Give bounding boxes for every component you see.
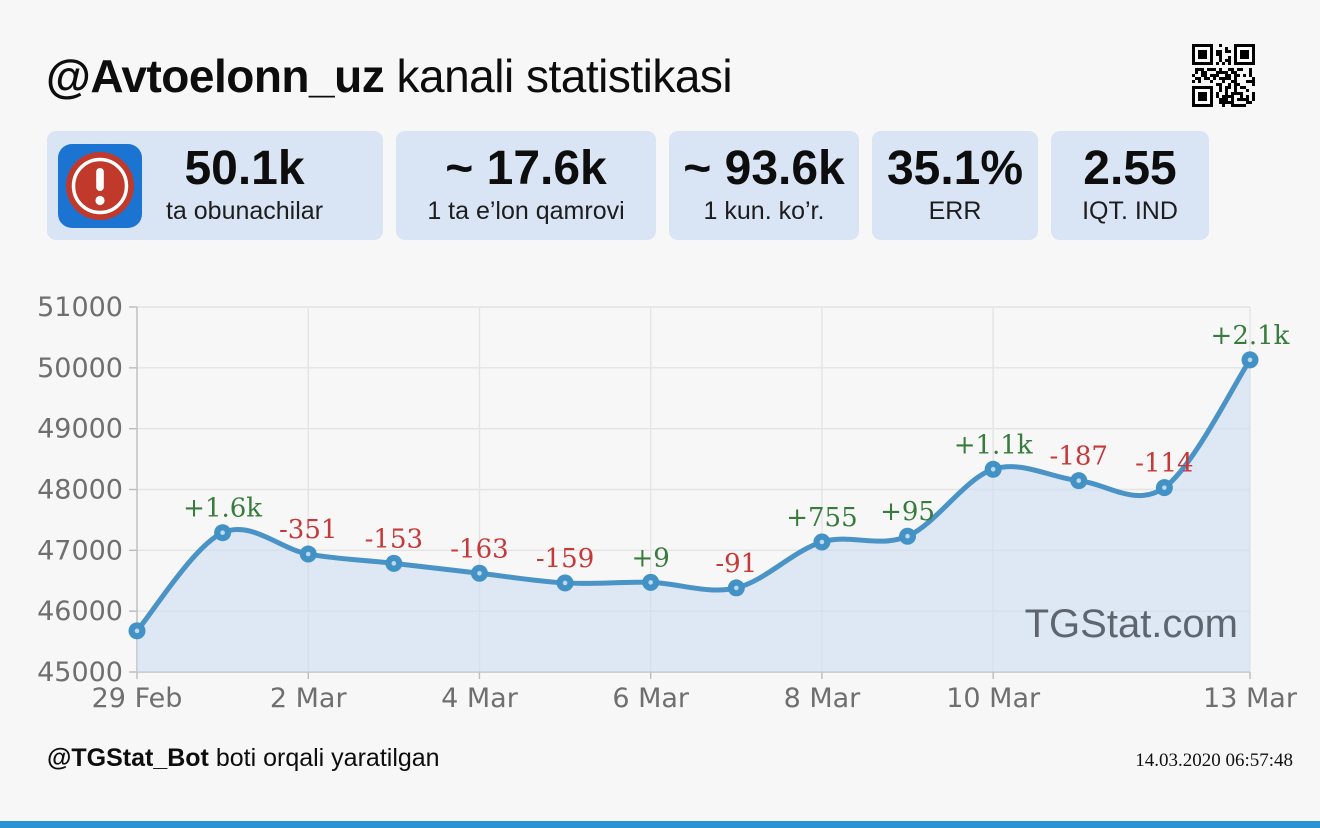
svg-text:6 Mar: 6 Mar — [612, 683, 690, 714]
svg-text:+2.1k: +2.1k — [1211, 321, 1290, 351]
stat-cards-row: 50.1k ta obunachilar ~ 17.6k 1 ta e’lon … — [47, 131, 1209, 240]
svg-text:4 Mar: 4 Mar — [441, 683, 519, 714]
stat-value: 2.55 — [1083, 142, 1177, 195]
svg-text:47000: 47000 — [37, 535, 123, 566]
svg-text:49000: 49000 — [37, 414, 123, 445]
svg-text:-351: -351 — [279, 515, 337, 545]
stat-card-daily-views: ~ 93.6k 1 kun. ko’r. — [669, 131, 859, 240]
stat-label: ta obunachilar — [165, 197, 324, 225]
svg-text:-91: -91 — [715, 549, 757, 579]
svg-text:+9: +9 — [632, 543, 670, 573]
stat-value: 35.1% — [886, 142, 1024, 195]
svg-text:46000: 46000 — [37, 596, 123, 627]
svg-text:8 Mar: 8 Mar — [784, 683, 862, 714]
stat-card-err: 35.1% ERR — [872, 131, 1038, 240]
svg-text:50000: 50000 — [37, 353, 123, 384]
stat-label: 1 kun. ko’r. — [703, 197, 825, 225]
svg-text:-159: -159 — [536, 544, 594, 574]
svg-text:-163: -163 — [450, 534, 508, 564]
svg-text:+1.1k: +1.1k — [954, 430, 1033, 460]
channel-handle: @Avtoelonn_uz — [46, 50, 385, 102]
svg-text:10 Mar: 10 Mar — [946, 683, 1041, 714]
stat-value: ~ 93.6k — [683, 142, 845, 195]
svg-text:+95: +95 — [880, 497, 935, 527]
svg-text:-187: -187 — [1050, 442, 1108, 472]
svg-text:-114: -114 — [1135, 449, 1193, 479]
stat-label: 1 ta e’lon qamrovi — [427, 197, 625, 225]
stat-value: 50.1k — [184, 142, 305, 195]
svg-text:48000: 48000 — [37, 475, 123, 506]
channel-avatar-icon — [58, 143, 142, 228]
footer-credit: @TGStat_Bot boti orqali yaratilgan — [47, 744, 440, 773]
svg-text:2 Mar: 2 Mar — [270, 683, 348, 714]
qr-code-icon — [1192, 44, 1255, 107]
bot-handle: @TGStat_Bot — [47, 744, 209, 772]
generation-timestamp: 14.03.2020 06:57:48 — [1135, 750, 1293, 771]
svg-text:+1.6k: +1.6k — [183, 494, 262, 524]
title-suffix: kanali statistikasi — [384, 50, 733, 102]
svg-text:29 Feb: 29 Feb — [92, 683, 183, 714]
svg-text:+755: +755 — [786, 503, 857, 533]
footer-credit-text: boti orqali yaratilgan — [208, 744, 440, 772]
svg-text:13 Mar: 13 Mar — [1203, 683, 1298, 714]
stat-label: ERR — [928, 197, 982, 225]
bottom-accent-bar — [0, 821, 1320, 828]
svg-text:-153: -153 — [365, 524, 423, 554]
svg-text:45000: 45000 — [37, 657, 123, 688]
stat-card-citation-index: 2.55 IQT. IND — [1051, 131, 1209, 240]
svg-text:TGStat.com: TGStat.com — [1025, 602, 1238, 646]
page-title: @Avtoelonn_uz kanali statistikasi — [46, 49, 733, 103]
svg-text:51000: 51000 — [37, 292, 123, 323]
stat-card-post-reach: ~ 17.6k 1 ta e’lon qamrovi — [396, 131, 656, 240]
stat-label: IQT. IND — [1082, 197, 1178, 225]
stat-value: ~ 17.6k — [445, 142, 607, 195]
stat-card-subscribers: 50.1k ta obunachilar — [47, 131, 383, 240]
